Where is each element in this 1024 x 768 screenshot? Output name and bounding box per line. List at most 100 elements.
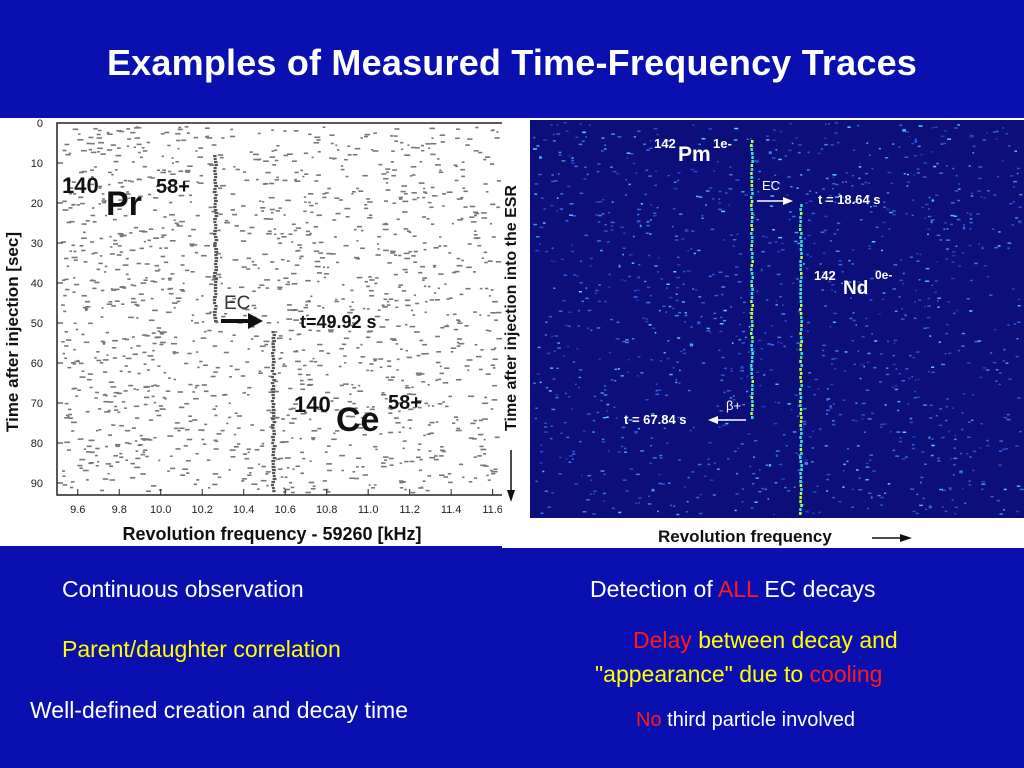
noise-dot — [885, 373, 890, 376]
parent-trace-point — [214, 266, 218, 269]
noise-dot — [908, 377, 911, 380]
noise-dot — [983, 265, 987, 267]
noise-dot — [695, 195, 700, 198]
noise-dash — [429, 421, 435, 424]
noise-dot — [590, 479, 593, 481]
noise-dash — [338, 199, 343, 201]
noise-dot — [797, 242, 801, 245]
noise-dot — [539, 226, 544, 229]
noise-dash — [493, 468, 498, 471]
noise-dash — [119, 456, 124, 458]
noise-dash — [241, 478, 247, 480]
noise-dot — [929, 404, 933, 407]
daughter-trace-point — [271, 409, 276, 412]
noise-dash — [332, 219, 337, 221]
noise-dash — [259, 345, 266, 348]
noise-dot — [945, 248, 949, 250]
noise-dot — [914, 379, 917, 381]
daughter-trace-point — [800, 320, 803, 323]
noise-dash — [167, 277, 173, 280]
noise-dash — [79, 245, 84, 247]
noise-dash — [336, 149, 340, 151]
noise-dash — [329, 134, 335, 136]
noise-dash — [158, 268, 161, 271]
noise-dash — [146, 369, 150, 371]
daughter-trace-point — [799, 300, 803, 303]
noise-dash — [305, 491, 311, 494]
noise-dash — [70, 421, 77, 424]
noise-dot — [676, 264, 681, 266]
noise-dot — [957, 199, 960, 202]
noise-dot — [986, 444, 990, 447]
noise-dot — [757, 191, 760, 193]
noise-dot — [917, 299, 922, 301]
noise-dash — [349, 393, 352, 395]
noise-dash — [412, 198, 417, 201]
noise-dash — [85, 451, 91, 453]
noise-dash — [270, 211, 274, 214]
noise-dot — [966, 298, 970, 300]
noise-dash — [95, 391, 99, 394]
noise-dash — [132, 161, 135, 163]
noise-dash — [138, 444, 143, 446]
daughter-trace-point — [271, 481, 275, 484]
noise-dot — [705, 204, 707, 206]
noise-dash — [143, 449, 148, 451]
noise-dash — [198, 147, 204, 149]
noise-dash — [402, 200, 409, 203]
daughter-trace-point — [799, 480, 802, 483]
parent-trace-point — [750, 280, 753, 283]
noise-dash — [398, 196, 403, 199]
noise-dot — [841, 271, 844, 273]
noise-dot — [1002, 127, 1004, 129]
noise-dash — [148, 193, 152, 196]
noise-dash — [479, 445, 484, 448]
noise-dot — [1002, 360, 1006, 362]
noise-dash — [150, 385, 154, 387]
noise-dash — [116, 147, 121, 149]
noise-dash — [116, 130, 122, 132]
parent-trace-point — [214, 260, 218, 263]
noise-dot — [938, 424, 943, 427]
noise-dot — [914, 390, 916, 393]
noise-dash — [71, 244, 75, 247]
noise-dot — [633, 136, 636, 138]
noise-dash — [125, 357, 132, 360]
daughter-trace-point — [271, 424, 275, 427]
noise-dot — [622, 479, 627, 481]
noise-dot — [718, 349, 721, 352]
noise-dash — [479, 287, 483, 290]
daughter-trace-point — [800, 364, 803, 367]
noise-dot — [969, 136, 974, 138]
noise-dot — [753, 439, 758, 442]
noise-dash — [229, 365, 233, 367]
noise-dash — [232, 297, 237, 300]
noise-dash — [106, 303, 113, 305]
noise-dot — [551, 260, 553, 262]
noise-dash — [133, 388, 137, 390]
noise-dot — [610, 225, 613, 227]
noise-dash — [293, 130, 299, 132]
noise-dash — [379, 326, 386, 328]
noise-dot — [651, 413, 655, 415]
noise-dash — [404, 154, 411, 156]
noise-dash — [362, 307, 366, 310]
noise-dash — [478, 151, 483, 154]
noise-dash — [257, 132, 261, 135]
daughter-trace-point — [799, 296, 802, 299]
noise-dash — [366, 406, 369, 408]
noise-dot — [645, 320, 649, 323]
noise-dash — [313, 360, 318, 363]
noise-dash — [286, 441, 289, 443]
noise-dash — [453, 328, 458, 331]
noise-dot — [617, 136, 622, 138]
noise-dot — [855, 402, 858, 404]
noise-dot — [826, 398, 831, 400]
noise-dash — [247, 232, 252, 235]
noise-dot — [693, 252, 696, 255]
noise-dot — [716, 405, 720, 407]
noise-dot — [856, 445, 860, 447]
noise-dot — [847, 199, 851, 201]
noise-dot — [851, 506, 855, 508]
noise-dash — [438, 171, 444, 174]
